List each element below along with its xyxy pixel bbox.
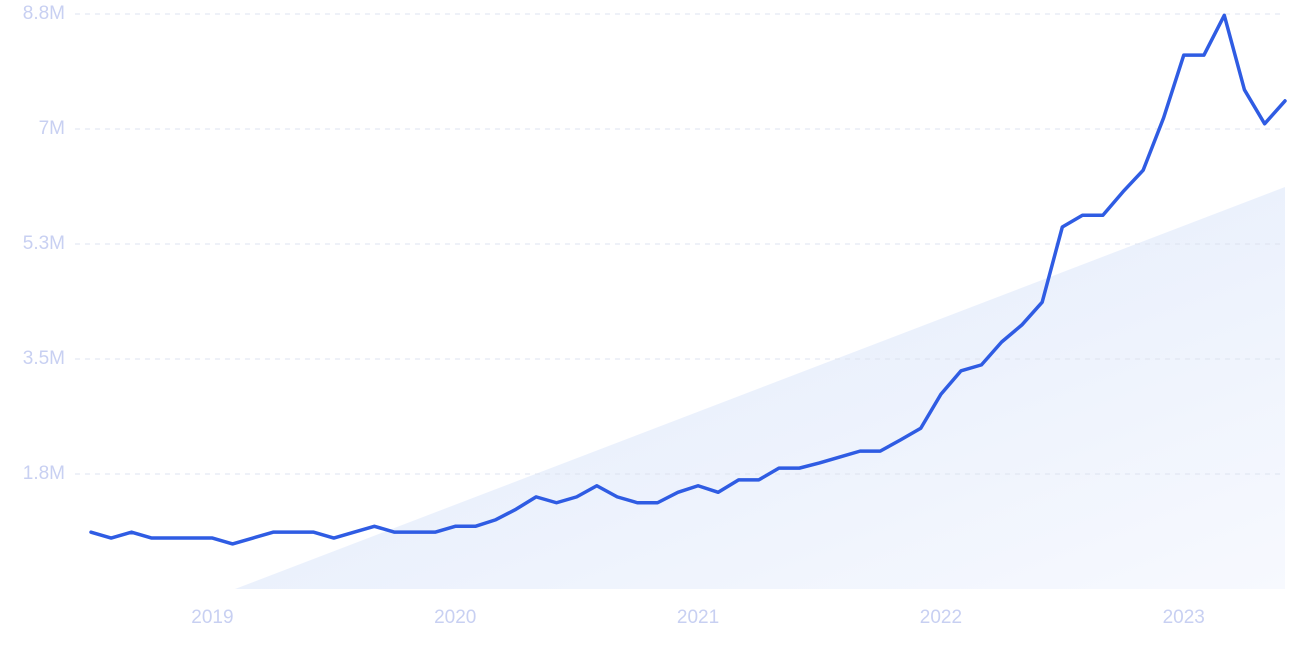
line (89, 13, 1287, 546)
y-tick-label: 1.8M (23, 463, 65, 484)
x-tick-label: 2020 (434, 607, 476, 628)
y-tick-label: 7M (39, 118, 65, 139)
y-tick-label: 8.8M (23, 3, 65, 24)
x-tick-label: 2022 (920, 607, 962, 628)
x-tick-label: 2021 (677, 607, 719, 628)
y-tick-label: 5.3M (23, 233, 65, 254)
trend-area (235, 187, 1285, 589)
y-tick-label: 3.5M (23, 348, 65, 369)
x-tick-label: 2023 (1163, 607, 1205, 628)
x-tick-label: 2019 (191, 607, 233, 628)
